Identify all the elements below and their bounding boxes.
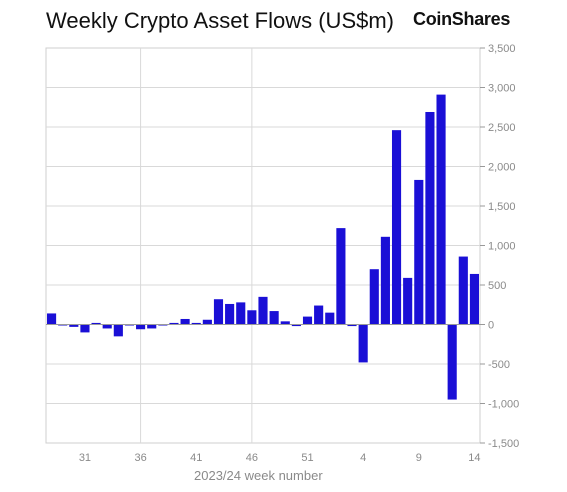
bar-week-4 [358,324,368,363]
y-tick-label: -1,500 [488,438,519,450]
bar-week-12 [447,324,457,400]
bar-week-6 [380,236,390,325]
bar-week-1 [325,312,335,325]
bar-week-8 [403,277,413,325]
x-tick-label: 41 [190,452,202,464]
bar-week-30 [69,324,79,327]
x-axis-title: 2023/24 week number [194,468,323,483]
bar-week-36 [136,324,146,330]
bar-week-34 [113,324,123,337]
bar-week-43 [213,299,224,325]
bar-week-13 [458,256,468,325]
x-tick-label: 51 [301,452,313,464]
bar-week-48 [269,311,279,325]
x-tick-label: 31 [79,452,91,464]
y-tick-label: 2,500 [488,122,516,134]
bar-week-11 [436,94,446,325]
bar-week-45 [236,302,246,325]
y-tick-label: 3,500 [488,43,516,55]
bar-week-40 [180,318,190,325]
x-tick-label: 36 [134,452,146,464]
bar-week-49 [280,321,290,325]
y-tick-label: 1,000 [488,241,516,253]
bar-week-52 [314,305,324,325]
bar-week-46 [247,310,257,325]
bar-week-9 [414,179,424,325]
bar-week-28 [47,313,57,325]
bar-week-42 [202,319,212,325]
bar-week-37 [147,324,157,329]
bar-week-3 [347,324,357,327]
coinshares-logo: CoinShares [413,9,511,29]
y-tick-label: 2,000 [488,162,516,174]
x-tick-label: 4 [360,452,366,464]
bar-week-33 [102,324,112,329]
y-tick-label: -500 [488,359,510,371]
bar-week-41 [191,322,201,325]
y-tick-label: 3,000 [488,83,516,95]
bar-week-2 [336,228,346,325]
y-tick-label: 0 [488,320,494,332]
y-tick-label: 1,500 [488,201,516,213]
x-tick-label: 14 [468,452,480,464]
bar-week-32 [91,322,101,325]
bar-week-39 [169,322,179,325]
y-tick-label: 500 [488,280,506,292]
bar-week-51 [302,316,313,325]
x-tick-label: 9 [416,452,422,464]
bar-week-5 [369,269,379,325]
bar-week-10 [425,111,435,325]
bar-week-44 [225,303,235,325]
bar-week-47 [258,296,268,325]
chart-title: Weekly Crypto Asset Flows (US$m) [46,8,395,33]
bar-week-31 [80,324,90,333]
x-tick-label: 46 [246,452,258,464]
y-tick-label: -1,000 [488,399,519,411]
bar-week-7 [391,130,402,325]
bar-week-14 [469,273,479,325]
bar-week-50 [291,324,301,327]
